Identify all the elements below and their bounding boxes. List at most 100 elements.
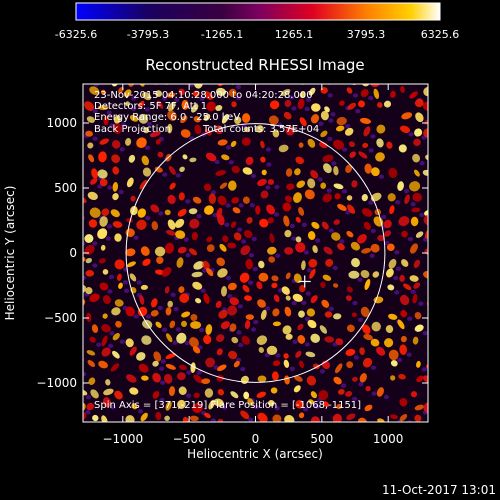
heatmap-blob <box>191 231 198 241</box>
heatmap-blob <box>266 162 272 167</box>
heatmap-blob <box>298 310 305 318</box>
heatmap-blob <box>308 258 318 268</box>
heatmap-blob <box>101 347 111 357</box>
heatmap-blob <box>390 90 396 98</box>
heatmap-blob <box>98 360 108 369</box>
heatmap-blob <box>299 117 307 127</box>
heatmap-blob <box>240 410 250 420</box>
heatmap-blob <box>205 152 217 162</box>
heatmap-blob <box>131 106 137 112</box>
heatmap-blob <box>156 100 164 109</box>
heatmap-blob <box>322 154 334 163</box>
heatmap-blob <box>241 113 251 123</box>
heatmap-blob <box>265 147 271 152</box>
heatmap-blob <box>365 385 371 392</box>
heatmap-blob <box>227 294 233 299</box>
heatmap-blob <box>357 277 363 282</box>
heatmap-blob <box>319 141 328 149</box>
heatmap-blob <box>230 140 237 147</box>
heatmap-blob <box>125 138 132 146</box>
heatmap-blob <box>375 152 385 162</box>
heatmap-blob <box>294 375 303 382</box>
heatmap-blob <box>141 375 149 381</box>
heatmap-blob <box>357 317 363 322</box>
heatmap-blob <box>376 124 386 134</box>
heatmap-blob <box>350 241 361 251</box>
heatmap-blob <box>188 208 198 215</box>
heatmap-blob <box>251 236 257 242</box>
heatmap-blob <box>83 196 87 204</box>
heatmap-blob <box>102 269 109 275</box>
heatmap-blob <box>395 266 402 271</box>
heatmap-blob <box>394 250 400 255</box>
heatmap-blob <box>251 327 257 332</box>
heatmap-blob <box>169 182 176 190</box>
heatmap-blob <box>243 229 253 239</box>
heatmap-blob <box>414 98 424 108</box>
heatmap-blob <box>323 246 333 255</box>
heatmap-blob <box>271 275 279 282</box>
chart-title: Reconstructed RHESSI Image <box>145 56 364 74</box>
heatmap-blob <box>283 359 290 368</box>
heatmap-blob <box>410 391 418 398</box>
heatmap-blob <box>141 335 152 345</box>
heatmap-blob <box>376 387 384 397</box>
heatmap-blob <box>87 191 98 201</box>
heatmap-blob <box>203 74 214 84</box>
heatmap-blob <box>194 124 202 135</box>
heatmap-blob <box>408 132 414 137</box>
heatmap-blob <box>399 125 411 133</box>
heatmap-blob <box>136 280 142 285</box>
heatmap-blob <box>98 151 107 163</box>
heatmap-blob <box>384 230 392 237</box>
heatmap-blob <box>202 268 208 273</box>
heatmap-blob <box>248 280 254 285</box>
heatmap-blob <box>357 234 367 244</box>
heatmap-blob <box>192 196 202 204</box>
heatmap-blob <box>218 309 228 319</box>
heatmap-blob <box>378 174 384 179</box>
heatmap-blob <box>118 282 123 289</box>
heatmap-blob <box>72 168 83 177</box>
heatmap-blob <box>167 123 173 134</box>
heatmap-blob <box>189 337 199 348</box>
heatmap-blob <box>112 350 120 359</box>
heatmap-blob <box>227 305 238 316</box>
heatmap-blob <box>221 154 230 161</box>
heatmap-blob <box>185 252 191 258</box>
heatmap-blob <box>180 115 188 124</box>
heatmap-blob <box>140 284 148 290</box>
heatmap-blob <box>386 141 393 149</box>
heatmap-blob <box>193 90 200 97</box>
heatmap-blob <box>216 334 225 342</box>
heatmap-blob <box>341 383 347 388</box>
heatmap-blob <box>133 314 139 319</box>
heatmap-blob <box>299 91 306 98</box>
heatmap-blob <box>272 414 282 422</box>
heatmap-blob <box>90 389 99 399</box>
heatmap-blob <box>377 234 385 242</box>
heatmap-blob <box>84 244 95 255</box>
heatmap-blob <box>309 268 316 279</box>
x-axis-label: Heliocentric X (arcsec) <box>187 447 323 461</box>
heatmap-blob <box>150 204 160 213</box>
heatmap-blob <box>163 84 171 85</box>
heatmap-blob <box>248 75 253 81</box>
heatmap-blob <box>346 230 354 238</box>
heatmap-blob <box>393 275 399 281</box>
heatmap-blob <box>284 306 292 317</box>
heatmap-blob <box>345 164 353 173</box>
heatmap-blob <box>138 113 149 124</box>
heatmap-blob <box>363 334 373 341</box>
heatmap-blob <box>305 291 311 296</box>
heatmap-blob <box>152 372 161 383</box>
heatmap-blob <box>352 300 358 306</box>
heatmap-blob <box>224 222 230 227</box>
heatmap-blob <box>319 325 328 334</box>
heatmap-blob <box>418 301 424 306</box>
heatmap-blob <box>85 287 93 295</box>
heatmap-blob <box>303 250 309 255</box>
heatmap-blob <box>410 289 416 294</box>
heatmap-blob <box>431 255 436 259</box>
heatmap-blob <box>301 222 307 227</box>
